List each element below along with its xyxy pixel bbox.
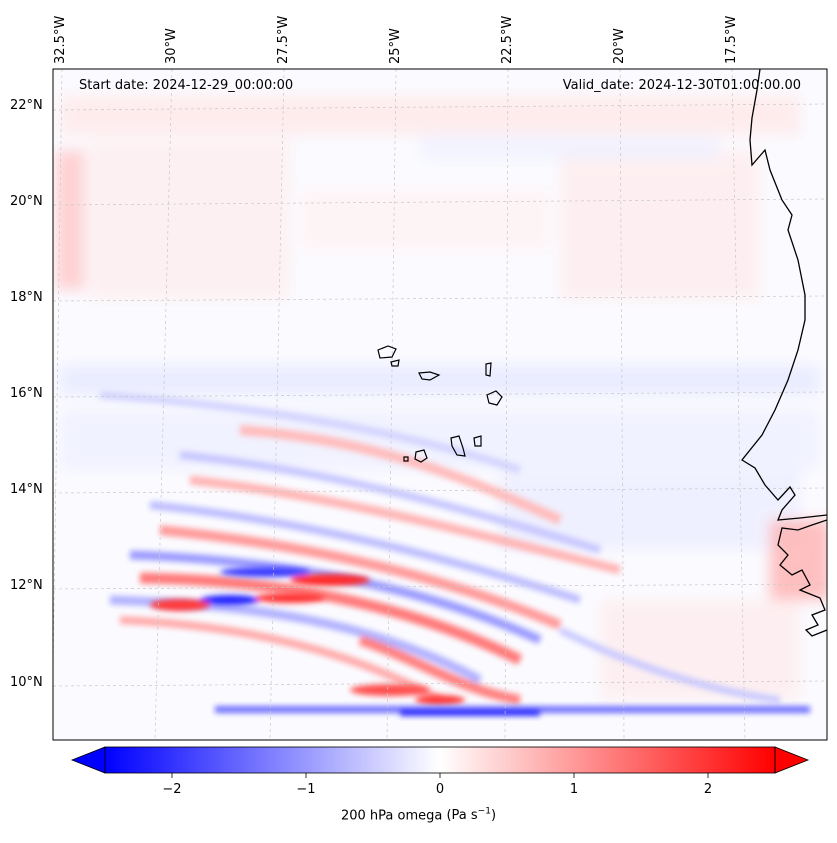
lon-label-27-5w: 27.5°W [276,15,291,64]
colorbar-ticks: −2 −1 0 1 2 [162,773,712,797]
omega-field [53,69,827,740]
strong-cores [150,567,465,705]
lon-label-30w: 30°W [164,28,179,64]
colorbar-title: 200 hPa omega (Pa s−1) [0,807,837,823]
island-santo-antao [377,345,397,359]
lat-label-18n: 18°N [10,290,43,305]
lat-label-10n: 10°N [10,675,43,690]
africa-coastline [741,69,827,637]
colorbar-tick-label: 1 [570,782,578,797]
lon-label-17-5w: 17.5°W [724,15,739,64]
island-sao-vicente [390,359,400,367]
island-brava [403,456,409,462]
island-maio [473,435,482,447]
island-fogo [414,449,428,463]
units-prefix: (Pa s [446,808,478,824]
lat-label-12n: 12°N [10,578,43,593]
start-date: Start date: 2024-12-29_00:00:00 [79,78,294,93]
valid-date: Valid_date: 2024-12-30T01:00:00.00 [562,78,801,93]
units-suffix: ) [490,808,497,824]
island-sal [485,362,492,377]
lat-label-20n: 20°N [10,194,43,209]
island-santiago [450,435,466,457]
southern-band [215,706,810,716]
island-boa-vista [486,390,503,406]
graticule [53,69,827,740]
lon-label-22-5w: 22.5°W [500,15,515,64]
units-exponent: −1 [477,807,491,817]
lon-label-20w: 20°W [612,28,627,64]
colorbar-variable: 200 hPa omega [340,808,443,824]
cape-verde-islands [377,345,503,463]
colorbar-units: (Pa s−1) [446,807,497,824]
colorbar: −2 −1 0 1 2 [70,746,810,797]
colorbar-tick-label: 0 [436,782,444,797]
colorbar-low-extend [70,746,106,774]
lat-label-14n: 14°N [10,482,43,497]
colorbar-tick-label: 2 [704,782,712,797]
plot-frame [52,68,828,741]
island-sao-nicolau [418,371,441,381]
colorbar-tick-label: −1 [296,782,315,797]
lon-label-32-5w: 32.5°W [53,15,68,64]
colorbar-high-extend [774,746,810,774]
lon-label-25w: 25°W [388,28,403,64]
background-patches [55,95,827,700]
lat-label-16n: 16°N [10,386,43,401]
wave-bands [99,391,781,705]
colorbar-gradient [105,747,775,773]
colorbar-tick-label: −2 [162,782,181,797]
lat-label-22n: 22°N [10,98,43,113]
